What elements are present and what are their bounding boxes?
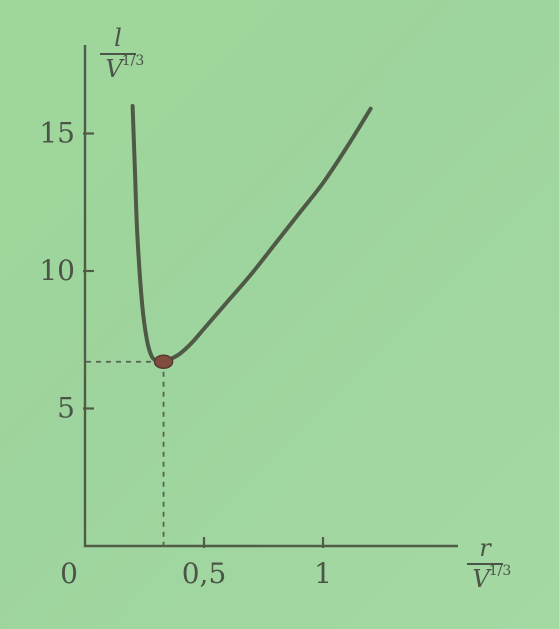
axes-lines: [83, 45, 458, 548]
y-tick-label-2: 15: [39, 117, 75, 150]
axes: [83, 45, 458, 548]
x-axis-label-denominator: V: [472, 565, 492, 593]
x-tick-label-1: 0,5: [182, 557, 227, 590]
y-tick-label-0: 5: [57, 392, 75, 425]
guide-lines: [86, 360, 165, 546]
y-axis-label-denominator: V: [105, 55, 125, 83]
y-axis-label-numerator: l: [114, 24, 122, 52]
x-tick-label-2: 1: [314, 557, 332, 590]
minimum-point: [153, 354, 174, 370]
y-axis-label-denominator-exponent: 1/3: [122, 53, 145, 69]
x-axis-label-denominator-exponent: 1/3: [489, 563, 512, 579]
x-tick-label-0: 0: [60, 557, 78, 590]
y-tick-label-1: 10: [39, 254, 75, 287]
curve-layer: [130, 104, 373, 370]
x-axis-label-numerator: r: [479, 534, 492, 562]
curve-series: [130, 104, 373, 364]
